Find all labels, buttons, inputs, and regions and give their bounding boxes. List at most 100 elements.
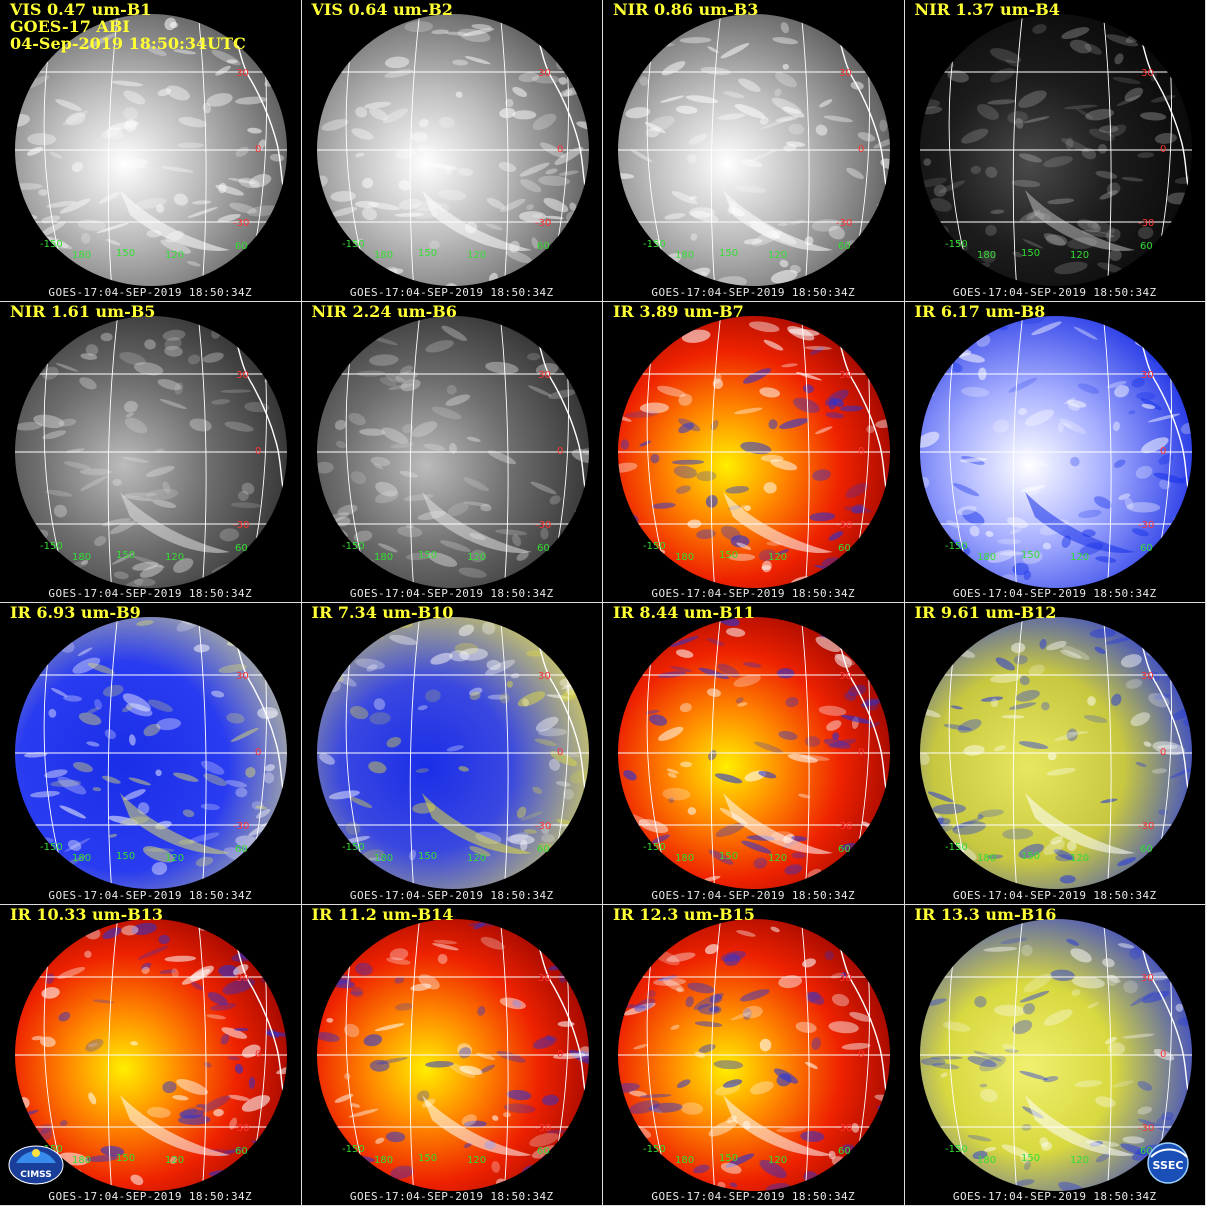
grid-coordinate-label: -30 [233,218,249,229]
band-label: IR 10.33 um-B13 [10,904,164,924]
grid-coordinate-label: 180 [72,552,91,563]
grid-coordinate-label: 120 [467,250,486,261]
panel-timestamp: GOES-17:04-SEP-2019 18:50:34Z [952,285,1157,299]
grid-coordinate-label: 30 [1141,973,1154,984]
grid-coordinate-label: 60 [235,241,248,252]
grid-coordinate-label: 30 [1141,370,1154,381]
grid-coordinate-label: 180 [977,552,996,563]
band-panel: 30 0 -30 -150 60 180 150 120 IR 13.3 um-B16 GOES-… [904,904,1206,1206]
band-label: NIR 0.86 um-B3 [613,0,759,19]
grid-coordinate-label: -30 [1138,1123,1154,1134]
band-label: IR 9.61 um-B12 [914,603,1057,622]
earth-disk-image: 30 0 -30 -150 60 180 150 120 [15,617,287,889]
panel-timestamp: GOES-17:04-SEP-2019 18:50:34Z [651,888,856,902]
grid-coordinate-label: -30 [535,218,551,229]
band-panel: 30 0 -30 -150 60 180 150 120 IR 9.61 um-B12 GOES-… [904,603,1206,905]
svg-text:SSEC: SSEC [1153,1159,1184,1172]
grid-coordinate-label: 180 [977,250,996,261]
grid-coordinate-label: 30 [1141,671,1154,682]
grid-coordinate-label: 30 [538,370,551,381]
band-label: IR 13.3 um-B16 [914,904,1057,924]
band-label: IR 7.34 um-B10 [311,603,454,622]
grid-coordinate-label: 0 [858,446,864,457]
grid-coordinate-label: 0 [255,1049,261,1060]
grid-coordinate-label: -150 [40,842,63,853]
grid-coordinate-label: 0 [255,144,261,155]
grid-coordinate-label: 0 [255,747,261,758]
grid-coordinate-label: 60 [838,844,851,855]
band-panel: 30 0 -30 -150 60 180 150 120 NIR 1.61 um-B5 GOES-… [0,301,302,603]
grid-coordinate-label: -150 [40,541,63,552]
band-label: IR 12.3 um-B15 [613,904,755,924]
grid-coordinate-label: 60 [537,1146,550,1157]
grid-coordinate-label: -30 [836,821,852,832]
grid-coordinate-label: -30 [535,821,551,832]
grid-coordinate-label: 150 [719,1153,738,1164]
grid-coordinate-label: 120 [768,1155,787,1166]
band-panel: 30 0 -30 -150 60 180 150 120 IR 3.89 um-B7 GOES-1… [603,301,905,603]
grid-coordinate-label: 30 [839,370,852,381]
panel-timestamp: GOES-17:04-SEP-2019 18:50:34Z [349,888,554,902]
grid-coordinate-label: 180 [675,1155,694,1166]
grid-coordinate-label: 180 [72,250,91,261]
grid-coordinate-label: -150 [643,541,666,552]
grid-coordinate-label: 120 [1070,853,1089,864]
panel-timestamp: GOES-17:04-SEP-2019 18:50:34Z [48,1190,253,1203]
image-datetime: 04-Sep-2019 18:50:34UTC [10,34,246,53]
grid-coordinate-label: 180 [374,552,393,563]
earth-disk-image: 30 0 -30 -150 60 180 150 120 [618,315,890,588]
earth-disk-image: 30 0 -30 -150 60 180 150 120 [316,617,589,889]
grid-coordinate-label: 150 [116,851,135,862]
grid-coordinate-label: 150 [1021,248,1040,259]
grid-coordinate-label: 120 [165,853,184,864]
band-label: IR 8.44 um-B11 [613,603,755,622]
grid-coordinate-label: 60 [1140,543,1153,554]
grid-coordinate-label: 0 [557,1049,563,1060]
grid-coordinate-label: 60 [838,241,851,252]
grid-coordinate-label: -30 [836,218,852,229]
grid-coordinate-label: 120 [1070,250,1089,261]
earth-disk-image: 30 0 -30 -150 60 180 150 120 [618,617,890,889]
grid-coordinate-label: -150 [342,842,365,853]
grid-coordinate-label: -150 [342,1144,365,1155]
earth-disk-image: 30 0 -30 -150 60 180 150 120 [15,14,287,286]
grid-coordinate-label: 0 [255,446,261,457]
panel-timestamp: GOES-17:04-SEP-2019 18:50:34Z [349,587,554,600]
grid-coordinate-label: -30 [233,821,249,832]
band-label: NIR 2.24 um-B6 [311,301,457,321]
grid-coordinate-label: 30 [839,973,852,984]
panel-timestamp: GOES-17:04-SEP-2019 18:50:34Z [48,888,253,902]
grid-coordinate-label: 150 [418,1153,437,1164]
grid-coordinate-label: 150 [116,248,135,259]
grid-coordinate-label: 30 [839,671,852,682]
grid-coordinate-label: 0 [557,144,563,155]
grid-coordinate-label: -30 [535,1123,551,1134]
grid-coordinate-label: 180 [675,552,694,563]
earth-disk-image: 30 0 -30 -150 60 180 150 120 [316,315,589,588]
earth-disk-image: 30 0 -30 -150 60 180 150 120 [618,14,890,286]
grid-coordinate-label: 60 [1140,844,1153,855]
earth-disk-image: 30 0 -30 -150 60 180 150 120 [919,918,1192,1191]
band-panel: 30 0 -30 -150 60 180 150 120 VIS 0.47 um-B1 GOES-… [0,0,302,302]
grid-coordinate-label: -30 [1138,520,1154,531]
band-label: NIR 1.37 um-B4 [914,0,1060,19]
grid-coordinate-label: 60 [1140,241,1153,252]
grid-coordinate-label: 150 [418,550,437,561]
grid-coordinate-label: 30 [538,973,551,984]
grid-coordinate-label: 0 [858,1049,864,1060]
grid-coordinate-label: -30 [1138,821,1154,832]
grid-coordinate-label: -150 [643,239,666,250]
grid-coordinate-label: 120 [768,552,787,563]
grid-coordinate-label: 120 [467,552,486,563]
grid-coordinate-label: 30 [538,68,551,79]
band-label: IR 11.2 um-B14 [311,904,454,924]
grid-coordinate-label: 150 [116,550,135,561]
grid-coordinate-label: 120 [165,1155,184,1166]
grid-coordinate-label: -150 [643,1144,666,1155]
cimss-logo: CIMSS [8,1145,64,1185]
grid-coordinate-label: 150 [418,248,437,259]
grid-coordinate-label: -30 [233,1123,249,1134]
satellite-name: GOES-17 ABI [10,17,130,36]
grid-coordinate-label: 60 [838,1146,851,1157]
panel-timestamp: GOES-17:04-SEP-2019 18:50:34Z [651,285,856,299]
